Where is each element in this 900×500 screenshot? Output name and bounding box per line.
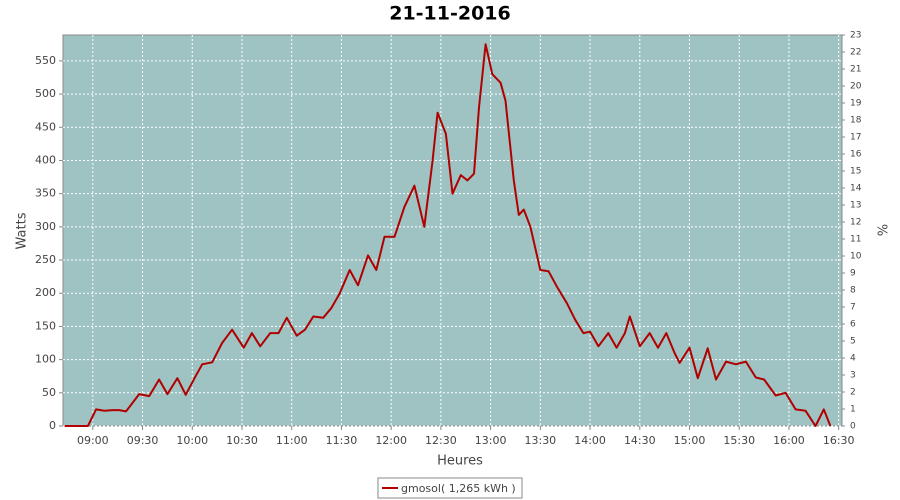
y2-tick-label: 15 [850, 167, 861, 177]
y-tick-label: 50 [42, 386, 56, 399]
y2-tick-label: 17 [850, 133, 861, 143]
y-tick-label: 500 [35, 87, 56, 100]
y2-tick-label: 8 [850, 286, 856, 296]
y2-tick-label: 10 [850, 252, 862, 262]
x-tick-label: 12:30 [425, 434, 457, 447]
x-tick-label: 09:30 [127, 434, 159, 447]
y2-tick-label: 20 [850, 82, 862, 92]
y2-tick-label: 23 [850, 31, 861, 41]
x-tick-label: 13:30 [524, 434, 556, 447]
x-tick-label: 16:00 [773, 434, 805, 447]
y2-tick-label: 14 [850, 184, 862, 194]
chart-title: 21-11-2016 [389, 3, 511, 25]
x-tick-label: 16:30 [823, 434, 855, 447]
y-tick-label: 300 [35, 220, 56, 233]
x-tick-label: 11:00 [276, 434, 308, 447]
y2-tick-label: 16 [850, 150, 862, 160]
y-tick-label: 550 [35, 54, 56, 67]
x-tick-label: 15:00 [674, 434, 706, 447]
y2-axis-label: % [874, 224, 889, 236]
y2-tick-label: 21 [850, 65, 861, 75]
x-tick-label: 13:00 [475, 434, 507, 447]
x-tick-label: 10:00 [176, 434, 208, 447]
series-line [64, 43, 832, 427]
x-tick-label: 12:00 [375, 434, 407, 447]
y2-tick-label: 11 [850, 235, 861, 245]
x-tick-label: 15:30 [723, 434, 755, 447]
legend [377, 477, 523, 499]
x-tick-label: 11:30 [326, 434, 358, 447]
y2-tick-label: 4 [850, 354, 856, 364]
y-tick-label: 200 [35, 286, 56, 299]
y-tick-label: 150 [35, 319, 56, 332]
plot-area [62, 34, 843, 427]
y2-tick-label: 12 [850, 218, 861, 228]
x-tick-label: 14:30 [624, 434, 656, 447]
y2-tick-label: 13 [850, 201, 861, 211]
x-tick-label: 14:00 [574, 434, 606, 447]
y2-tick-label: 3 [850, 371, 856, 381]
y-tick-label: 0 [49, 419, 56, 432]
y-tick-label: 250 [35, 253, 56, 266]
y2-tick-label: 6 [850, 320, 856, 330]
x-tick-label: 10:30 [226, 434, 258, 447]
y-tick-label: 100 [35, 353, 56, 366]
y2-tick-label: 7 [850, 303, 856, 313]
y2-tick-label: 22 [850, 48, 861, 58]
y2-tick-label: 19 [850, 99, 862, 109]
y2-tick-label: 18 [850, 116, 862, 126]
y-tick-label: 350 [35, 187, 56, 200]
y-tick-label: 450 [35, 120, 56, 133]
y2-tick-label: 1 [850, 405, 856, 415]
y-tick-label: 400 [35, 153, 56, 166]
y2-tick-label: 0 [850, 422, 856, 432]
y2-tick-label: 5 [850, 337, 856, 347]
x-axis-label: Heures [437, 454, 483, 469]
y2-tick-label: 2 [850, 388, 856, 398]
x-tick-label: 09:00 [77, 434, 109, 447]
legend-label: gmosol( 1,265 kWh ) [401, 482, 516, 495]
y2-tick-label: 9 [850, 269, 856, 279]
y-axis-label: Watts [15, 212, 30, 249]
